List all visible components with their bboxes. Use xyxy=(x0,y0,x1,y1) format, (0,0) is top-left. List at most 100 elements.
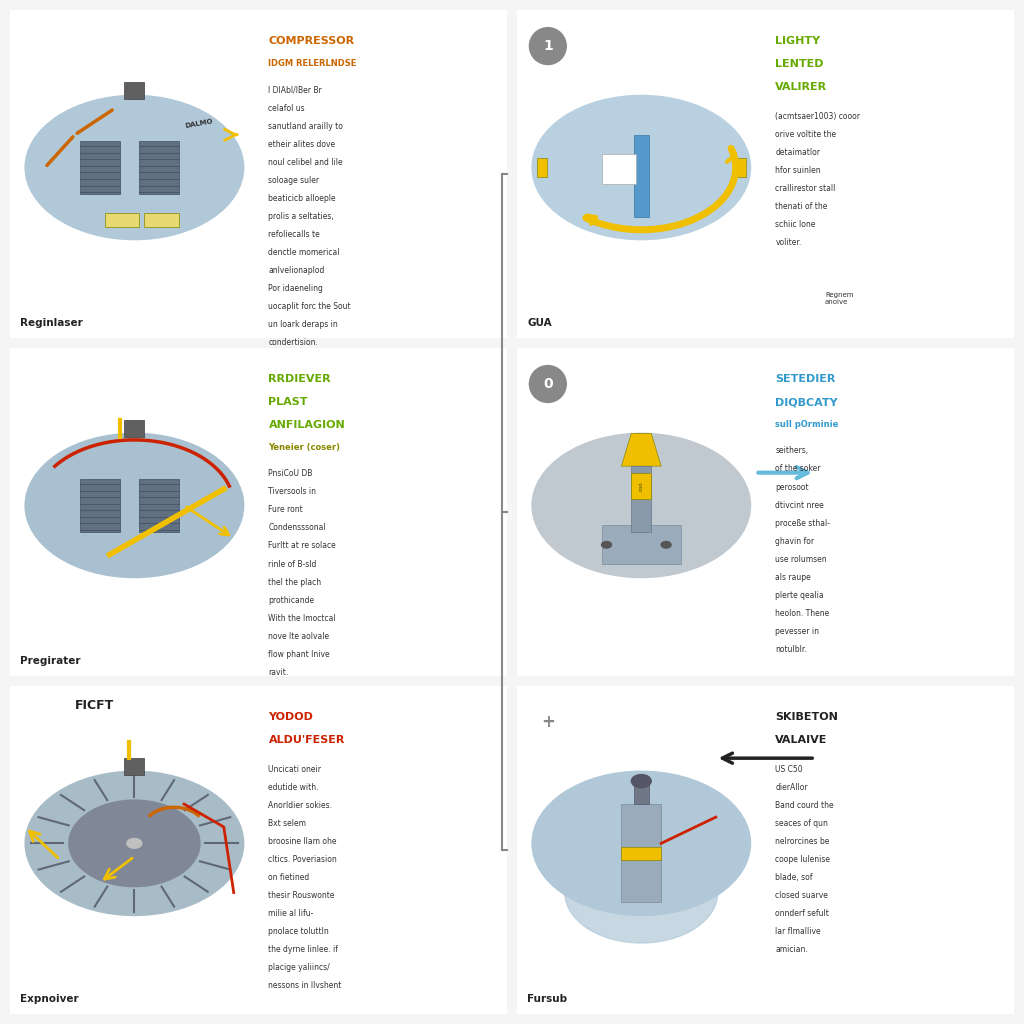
Text: notulblr.: notulblr. xyxy=(775,645,807,653)
Text: onnderf sefult: onnderf sefult xyxy=(775,909,829,918)
Text: Regnem
anoive: Regnem anoive xyxy=(825,292,854,305)
Text: proceße sthal-: proceße sthal- xyxy=(775,518,830,527)
Text: anlvelionaplod: anlvelionaplod xyxy=(268,266,325,274)
Text: +: + xyxy=(541,713,555,731)
Text: GUA: GUA xyxy=(527,318,552,328)
Text: Condensssonal: Condensssonal xyxy=(268,523,326,532)
Bar xyxy=(80,479,120,531)
Text: closed suarve: closed suarve xyxy=(775,891,828,900)
Text: Bxt selem: Bxt selem xyxy=(268,819,306,827)
Text: thenati of the: thenati of the xyxy=(775,202,827,211)
Text: thesir Rouswonte: thesir Rouswonte xyxy=(268,891,335,900)
Text: Pregirater: Pregirater xyxy=(20,656,81,666)
Text: uocaplit forc the Sout: uocaplit forc the Sout xyxy=(268,302,351,311)
Text: voliter.: voliter. xyxy=(775,238,802,247)
Text: etheir alites dove: etheir alites dove xyxy=(268,139,336,148)
Text: crallirestor stall: crallirestor stall xyxy=(775,184,836,193)
Text: LENTED: LENTED xyxy=(775,59,824,70)
Circle shape xyxy=(529,28,566,65)
Bar xyxy=(80,141,120,194)
Circle shape xyxy=(662,542,671,548)
Bar xyxy=(634,135,649,217)
Text: hfor suinlen: hfor suinlen xyxy=(775,166,821,175)
Bar xyxy=(632,473,651,499)
Text: prolis a seltaties,: prolis a seltaties, xyxy=(268,212,334,221)
Text: Expnoiver: Expnoiver xyxy=(20,994,79,1004)
Text: nessons in Ilvshent: nessons in Ilvshent xyxy=(268,981,342,990)
Text: pevesser in: pevesser in xyxy=(775,627,819,636)
Text: RRDIEVER: RRDIEVER xyxy=(268,375,331,384)
Text: seaces of qun: seaces of qun xyxy=(775,819,828,827)
Text: PLAST: PLAST xyxy=(268,397,308,408)
Circle shape xyxy=(529,366,566,402)
Text: SETEDIER: SETEDIER xyxy=(775,375,836,384)
Bar xyxy=(601,525,681,564)
Text: ghavin for: ghavin for xyxy=(775,537,814,546)
Circle shape xyxy=(529,703,566,740)
FancyBboxPatch shape xyxy=(5,683,512,1017)
Bar xyxy=(139,479,179,531)
Text: Band courd the: Band courd the xyxy=(775,801,834,810)
Text: heolon. Thene: heolon. Thene xyxy=(775,608,829,617)
Circle shape xyxy=(26,771,244,915)
Bar xyxy=(601,155,636,184)
Text: dierAllor: dierAllor xyxy=(775,782,808,792)
Text: Yeneier (coser): Yeneier (coser) xyxy=(268,443,341,453)
Text: celafol us: celafol us xyxy=(268,103,305,113)
Text: nove Ite aoIvale: nove Ite aoIvale xyxy=(268,632,330,641)
Text: SKIBETON: SKIBETON xyxy=(775,713,839,722)
Bar xyxy=(622,804,662,902)
Text: prothicande: prothicande xyxy=(268,596,314,604)
FancyBboxPatch shape xyxy=(512,345,1019,679)
Circle shape xyxy=(26,95,244,240)
Circle shape xyxy=(532,95,751,240)
Text: YODOD: YODOD xyxy=(268,713,313,722)
Text: COMPRESSOR: COMPRESSOR xyxy=(268,37,354,46)
Text: ANFILAGION: ANFILAGION xyxy=(268,420,345,430)
FancyBboxPatch shape xyxy=(5,7,512,341)
Circle shape xyxy=(601,542,611,548)
Text: orive voltite the: orive voltite the xyxy=(775,130,837,139)
Text: ALDU'FESER: ALDU'FESER xyxy=(268,735,345,745)
Bar xyxy=(125,420,144,436)
FancyBboxPatch shape xyxy=(512,7,1019,341)
Text: US C50: US C50 xyxy=(775,765,803,774)
Text: of the soker: of the soker xyxy=(775,465,821,473)
Text: 1: 1 xyxy=(543,39,553,53)
Text: coope lulenise: coope lulenise xyxy=(775,855,830,864)
Text: FICFT: FICFT xyxy=(75,699,114,712)
Bar xyxy=(139,141,179,194)
Bar xyxy=(735,158,745,177)
Text: sull pOrminie: sull pOrminie xyxy=(775,420,839,429)
Text: DALMO: DALMO xyxy=(184,119,213,129)
Text: Uncicati oneir: Uncicati oneir xyxy=(268,765,322,774)
Text: dtivcint nree: dtivcint nree xyxy=(775,501,824,510)
Text: un loark deraps in: un loark deraps in xyxy=(268,319,338,329)
Text: sanutland arailly to: sanutland arailly to xyxy=(268,122,343,131)
Text: thel the plach: thel the plach xyxy=(268,578,322,587)
Text: I DIAbl/IBer Br: I DIAbl/IBer Br xyxy=(268,86,323,94)
Text: broosine llam ohe: broosine llam ohe xyxy=(268,837,337,846)
Circle shape xyxy=(26,433,244,578)
Text: blade, sof: blade, sof xyxy=(775,872,813,882)
Bar xyxy=(104,213,139,226)
Text: Por idaeneling: Por idaeneling xyxy=(268,284,324,293)
Text: pnolace toluttln: pnolace toluttln xyxy=(268,927,330,936)
Text: 0: 0 xyxy=(543,377,553,391)
Circle shape xyxy=(127,839,142,848)
Text: seithers,: seithers, xyxy=(775,446,809,456)
Circle shape xyxy=(532,433,751,578)
Text: milie al lifu-: milie al lifu- xyxy=(268,909,314,918)
Bar xyxy=(632,466,651,531)
Circle shape xyxy=(632,774,651,787)
Bar xyxy=(622,847,662,860)
Text: lar flmallive: lar flmallive xyxy=(775,927,821,936)
Text: Furltt at re solace: Furltt at re solace xyxy=(268,542,336,551)
FancyBboxPatch shape xyxy=(512,683,1019,1017)
Bar xyxy=(125,82,144,98)
Text: detaimatlor: detaimatlor xyxy=(775,147,820,157)
Text: Fure ront: Fure ront xyxy=(268,506,303,514)
Text: plerte qealia: plerte qealia xyxy=(775,591,824,600)
Text: placige yaliincs/: placige yaliincs/ xyxy=(268,963,331,972)
Text: noul celibel and lile: noul celibel and lile xyxy=(268,158,343,167)
